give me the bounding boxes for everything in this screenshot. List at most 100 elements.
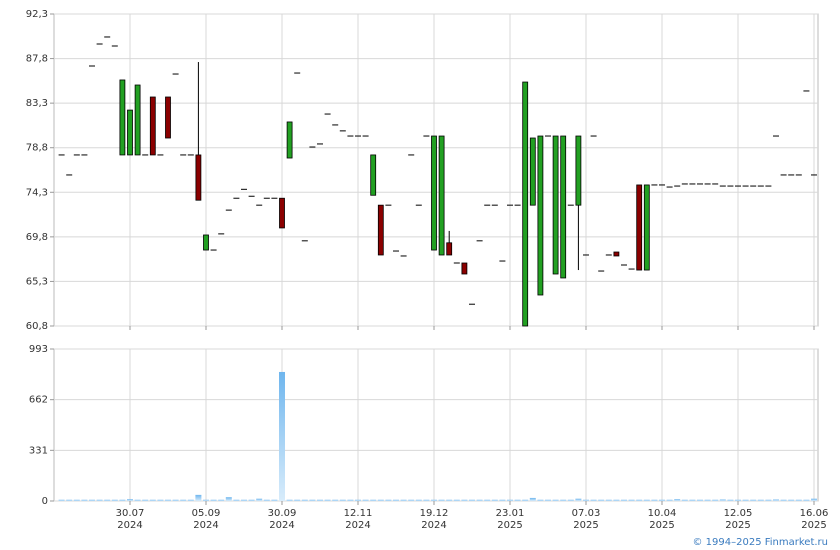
copyright[interactable]: © 1994–2025 Finmarket.ru — [692, 537, 828, 548]
volume-bar — [339, 499, 346, 501]
x-tick-label: 30.07 — [116, 508, 145, 519]
volume-bar — [317, 499, 323, 501]
panel-frame — [53, 348, 819, 502]
volume-bar — [294, 499, 301, 501]
volume-bar — [522, 499, 529, 501]
candle-body — [370, 154, 377, 196]
x-tick-year: 2025 — [725, 520, 750, 531]
x-tick-label: 16.06 — [800, 508, 829, 519]
volume-bar — [719, 499, 726, 501]
volume-bar — [757, 499, 764, 501]
volume-bar — [233, 499, 240, 501]
volume-bar — [507, 499, 513, 501]
x-tick-label: 12.05 — [724, 508, 753, 519]
volume-bar — [248, 499, 255, 501]
candle-body — [377, 204, 384, 256]
candle-body — [560, 135, 567, 279]
volume-bar — [499, 499, 506, 501]
x-tick-label: 12.11 — [344, 508, 373, 519]
volume-bar — [127, 499, 133, 501]
volume-bar — [780, 499, 787, 501]
volume-bar — [370, 499, 377, 501]
volume-bar — [279, 371, 285, 501]
volume-bar — [408, 499, 415, 501]
candle-body — [461, 262, 468, 275]
volume-bar — [666, 499, 673, 501]
volume-bar — [400, 499, 407, 501]
volume-bar — [134, 499, 141, 501]
candle-body — [431, 135, 437, 251]
y-tick-label: 65,3 — [26, 276, 48, 287]
volume-bar — [355, 499, 361, 501]
x-tick-year: 2024 — [269, 520, 294, 531]
volume-bar — [788, 499, 795, 501]
volume-bar — [165, 499, 171, 501]
candle-body — [643, 184, 650, 271]
volume-bar — [621, 499, 627, 501]
candle-body — [134, 84, 141, 156]
volume-bar — [438, 499, 445, 501]
volume-bar — [613, 499, 620, 501]
volume-bar — [241, 499, 247, 501]
candle-body — [149, 96, 156, 156]
volume-bar — [765, 499, 772, 501]
volume-bar — [583, 499, 589, 501]
volume-bar — [96, 499, 103, 501]
x-tick-label: 30.09 — [268, 508, 297, 519]
volume-bar — [727, 499, 734, 501]
candle-body — [195, 154, 202, 201]
volume-bar — [514, 499, 521, 501]
volume-bar — [712, 499, 719, 501]
volume-bar — [446, 499, 453, 501]
volume-bar — [309, 499, 316, 501]
volume-bar — [301, 499, 308, 501]
candle-body — [165, 96, 171, 139]
volume-bar — [393, 499, 399, 501]
volume-bar — [172, 499, 179, 501]
candle-body — [537, 135, 544, 296]
y-tick-label: 78,8 — [26, 143, 48, 154]
volume-bar — [575, 498, 582, 501]
x-tick-year: 2025 — [573, 520, 598, 531]
x-tick-year: 2025 — [649, 520, 674, 531]
volume-bar — [180, 499, 187, 501]
volume-bar — [89, 499, 95, 501]
volume-bar — [210, 499, 217, 501]
y-tick-label: 331 — [29, 445, 48, 456]
x-tick-label: 23.01 — [496, 508, 525, 519]
volume-bar — [628, 499, 635, 501]
volume-bar — [111, 499, 118, 501]
candle-body — [636, 184, 643, 271]
volume-bar — [811, 498, 817, 501]
candle-body — [127, 109, 133, 156]
volume-bar — [332, 499, 339, 501]
volume-bar — [643, 499, 650, 501]
volume-bar — [415, 499, 422, 501]
volume-bar — [142, 499, 149, 501]
candle-body — [286, 121, 293, 159]
volume-bar — [104, 499, 111, 501]
y-tick-label: 83,3 — [26, 98, 48, 109]
y-tick-label: 69,8 — [26, 232, 48, 243]
candle-body — [529, 137, 536, 206]
volume-bar — [750, 499, 757, 501]
volume-bar — [453, 499, 460, 501]
x-tick-label: 10.04 — [648, 508, 677, 519]
volume-bar — [773, 499, 779, 501]
volume-bar — [73, 499, 80, 501]
x-tick-year: 2024 — [345, 520, 370, 531]
volume-bar — [545, 499, 551, 501]
volume-bar — [385, 499, 392, 501]
candle-body — [446, 242, 453, 256]
volume-bar — [484, 499, 491, 501]
volume-bar — [81, 499, 88, 501]
volume-bar — [218, 499, 225, 501]
x-tick-label: 05.09 — [192, 508, 221, 519]
candle-body — [522, 81, 529, 327]
volume-bar — [225, 497, 232, 501]
candle-body — [279, 197, 285, 229]
x-tick-year: 2024 — [421, 520, 446, 531]
volume-bar — [157, 499, 164, 501]
volume-bar — [461, 499, 468, 501]
